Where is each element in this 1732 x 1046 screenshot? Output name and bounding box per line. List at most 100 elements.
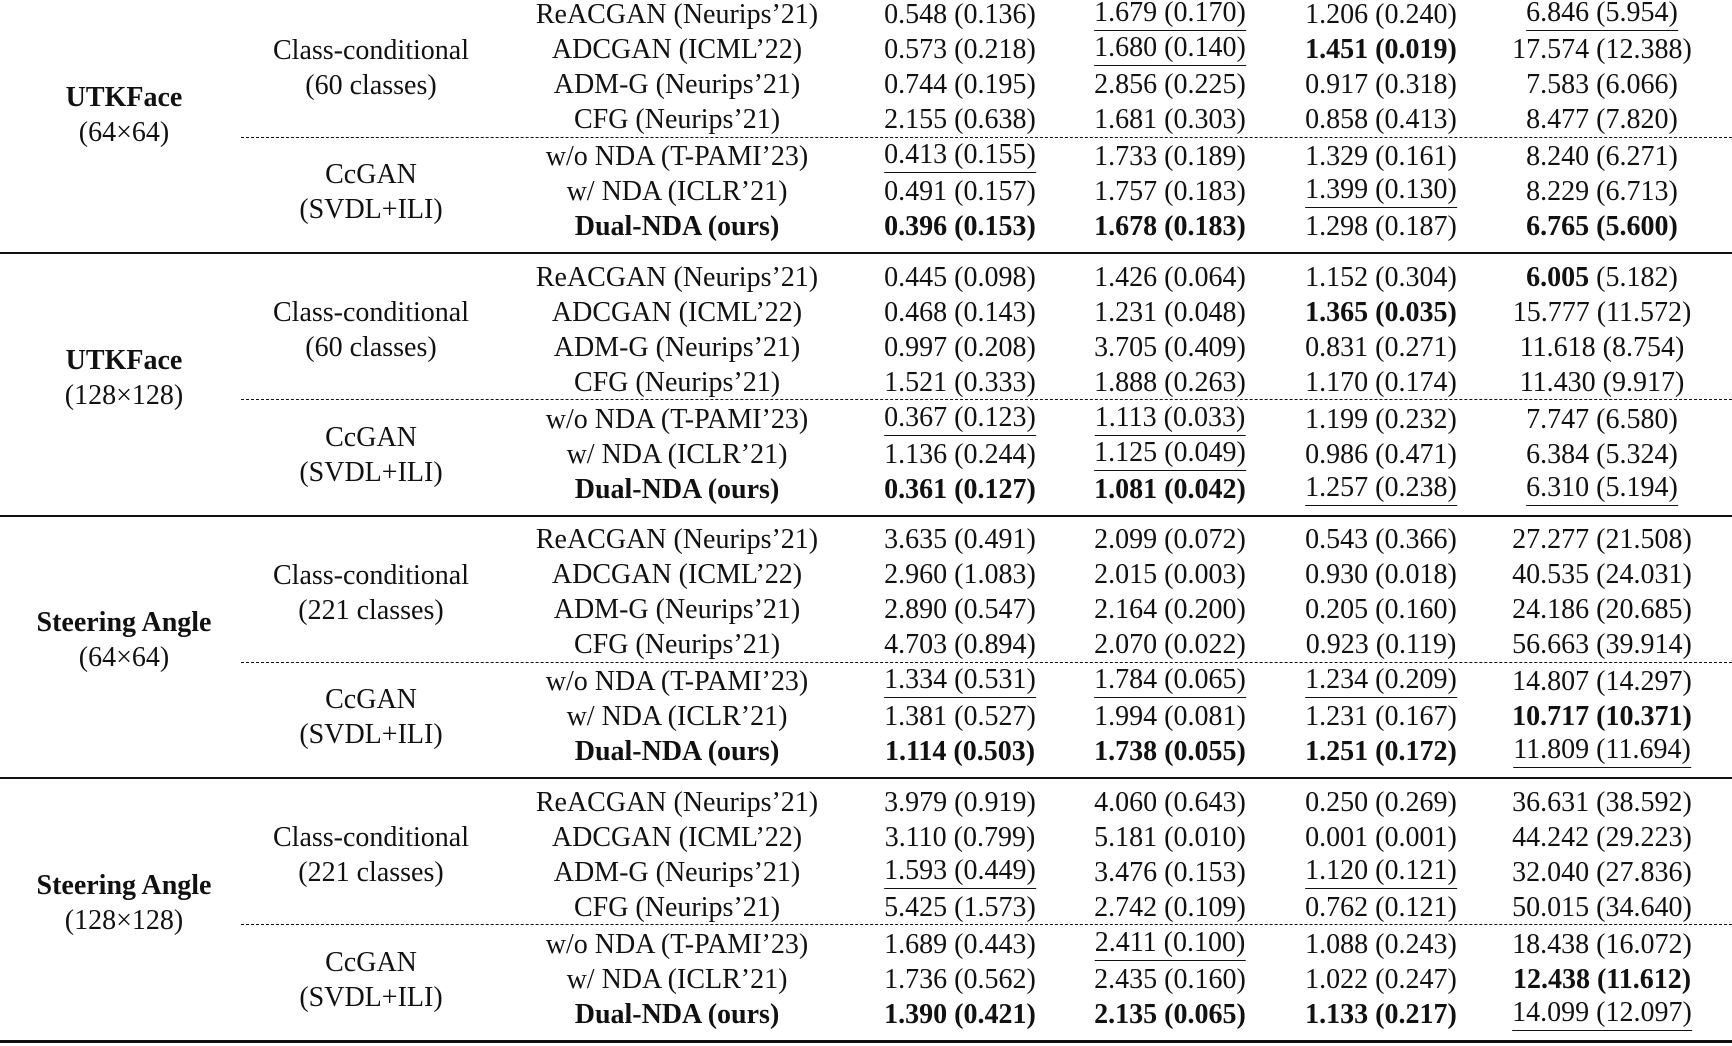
group-label: (60 classes)	[305, 332, 437, 363]
metric-cell: 0.491 (0.157)	[884, 178, 1036, 206]
space	[1368, 999, 1375, 1030]
metric-sd: (0.643)	[1164, 786, 1246, 818]
group-label: Class-conditional	[273, 822, 469, 853]
metric-value: 7.747	[1526, 403, 1590, 435]
space	[1368, 262, 1375, 293]
group-label: CcGAN	[325, 684, 417, 715]
space	[947, 664, 954, 695]
metric-sd: (0.022)	[1164, 629, 1246, 660]
metric-cell: 6.765 (5.600)	[1526, 213, 1678, 241]
dataset-resolution: (64×64)	[78, 642, 170, 673]
metric-sd: (0.170)	[1164, 0, 1246, 28]
space	[1157, 664, 1164, 695]
space	[1368, 787, 1375, 818]
metric-value: 0.744	[884, 69, 948, 100]
metric-sd: (24.031)	[1596, 559, 1692, 590]
metric-sd: (0.160)	[1375, 594, 1457, 625]
space	[1589, 594, 1596, 625]
method-name: ADCGAN (ICML’22)	[551, 296, 803, 328]
space	[1157, 964, 1164, 995]
metric-value: 2.099	[1094, 524, 1158, 555]
metric-value: 1.329	[1305, 141, 1369, 172]
metric-sd: (0.065)	[1164, 998, 1246, 1030]
metric-value: 1.757	[1094, 176, 1158, 207]
space	[1368, 524, 1375, 555]
metric-cell: 1.170 (0.174)	[1305, 368, 1457, 397]
metric-sd: (0.413)	[1375, 104, 1457, 135]
metric-value: 1.081	[1094, 473, 1158, 505]
dataset-name: UTKFace	[65, 344, 183, 376]
metric-value: 3.979	[884, 786, 948, 818]
metric-sd: (0.263)	[1164, 366, 1246, 398]
metric-sd: (0.153)	[954, 211, 1036, 242]
metric-sd: (29.223)	[1596, 821, 1692, 853]
metric-value: 1.206	[1305, 0, 1369, 30]
metric-value: 1.125	[1094, 436, 1158, 468]
block-rule	[0, 777, 1732, 779]
space	[947, 0, 954, 30]
metric-cell: 7.747 (6.580)	[1526, 403, 1678, 435]
metric-value: 11.618	[1519, 331, 1596, 363]
metric-value: 2.070	[1094, 629, 1158, 660]
metric-sd: (20.685)	[1596, 594, 1692, 625]
space	[1589, 787, 1596, 818]
metric-value: 0.250	[1305, 786, 1369, 818]
metric-cell: 1.133 (0.217)	[1305, 999, 1457, 1030]
metric-sd: (6.580)	[1596, 403, 1678, 435]
metric-value: 2.411	[1094, 926, 1157, 958]
metric-sd: (0.527)	[954, 701, 1036, 732]
metric-cell: 2.155 (0.638)	[884, 106, 1036, 134]
metric-cell: 18.438 (16.072)	[1512, 928, 1692, 960]
metric-sd: (0.072)	[1164, 524, 1246, 555]
metric-sd: (5.324)	[1596, 438, 1678, 470]
metric-value: 1.231	[1094, 296, 1158, 328]
space	[947, 34, 954, 65]
space	[947, 999, 954, 1030]
metric-value: 0.923	[1305, 629, 1369, 660]
metric-value: 2.960	[884, 559, 948, 590]
space	[947, 524, 954, 555]
metric-cell: 2.856 (0.225)	[1094, 71, 1246, 99]
metric-value: 3.110	[884, 821, 947, 853]
group-separator	[241, 399, 1732, 400]
method-name: CFG (Neurips’21)	[573, 891, 781, 923]
metric-value: 18.438	[1512, 928, 1590, 960]
metric-sd: (0.449)	[954, 854, 1036, 886]
metric-sd: (16.072)	[1596, 928, 1692, 960]
space	[1368, 211, 1375, 242]
group-label: (221 classes)	[298, 594, 444, 626]
metric-value: 1.399	[1305, 174, 1369, 205]
metric-cell: 11.430 (9.917)	[1520, 368, 1685, 397]
metric-cell: 8.240 (6.271)	[1526, 143, 1678, 171]
space	[1589, 439, 1596, 470]
metric-sd: (0.209)	[1375, 664, 1457, 695]
method-name: w/ NDA (ICLR’21)	[566, 176, 788, 207]
method-name: Dual-NDA (ours)	[574, 998, 780, 1030]
metric-cell: 2.960 (1.083)	[884, 561, 1036, 589]
space	[947, 964, 954, 995]
metric-sd: (0.409)	[1164, 331, 1246, 363]
metric-value: 27.277	[1512, 524, 1590, 555]
space	[1157, 559, 1164, 590]
metric-value: 15.777	[1512, 296, 1590, 328]
metric-cell: 15.777 (11.572)	[1512, 296, 1692, 328]
space	[1368, 439, 1375, 470]
space	[1157, 787, 1164, 818]
metric-value: 2.164	[1094, 594, 1158, 625]
metric-cell: 1.365 (0.035)	[1305, 298, 1457, 327]
metric-value: 1.451	[1305, 34, 1369, 65]
metric-cell: 0.543 (0.366)	[1305, 526, 1457, 554]
space	[1157, 927, 1164, 958]
metric-cell: 8.229 (6.713)	[1526, 178, 1678, 206]
metric-value: 0.367	[884, 401, 948, 433]
metric-sd: (6.066)	[1596, 69, 1678, 100]
metric-cell: 4.060 (0.643)	[1094, 786, 1246, 818]
metric-cell: 6.846 (5.954)	[1526, 0, 1678, 31]
metric-value: 1.390	[884, 998, 948, 1030]
metric-sd: (0.491)	[954, 524, 1036, 555]
metric-cell: 0.468 (0.143)	[884, 298, 1036, 327]
metric-cell: 1.081 (0.042)	[1094, 473, 1246, 505]
metric-value: 0.001	[1305, 821, 1369, 853]
metric-value: 2.856	[1094, 69, 1158, 100]
metric-value: 0.413	[884, 139, 948, 170]
